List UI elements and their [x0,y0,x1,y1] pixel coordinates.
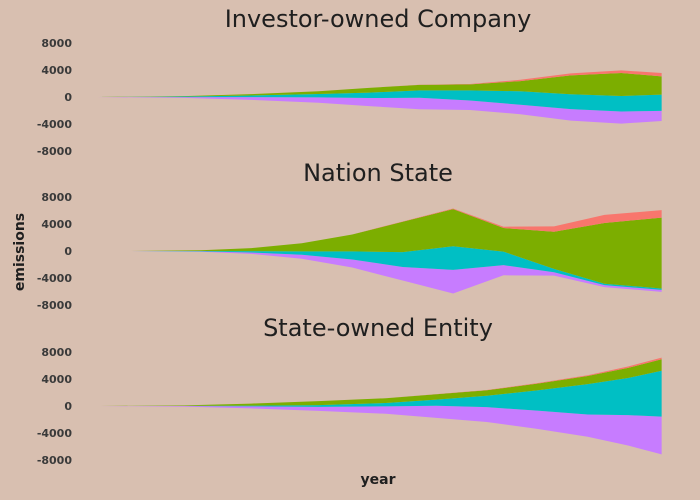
stream-series-3 [100,359,662,406]
stream-series-2 [130,246,662,290]
y-tick-label: -4000 [37,272,73,285]
panel-2: Nation State 8000 4000 0 -4000 -8000 [37,159,662,312]
stream-series-4 [100,357,662,406]
stream-series-4 [96,70,662,97]
panel-title: State-owned Entity [263,314,493,342]
stream-series-1 [100,405,662,455]
y-tick-label: 8000 [41,37,72,50]
y-tick-label: 0 [64,245,72,258]
y-tick-label: 8000 [41,346,72,359]
panel-title: Nation State [303,159,453,187]
panel-title: Investor-owned Company [225,5,532,33]
y-tick-label: 4000 [41,373,72,386]
stream-series-3 [96,73,662,97]
y-tick-label: 4000 [41,218,72,231]
stream-series-2 [96,90,662,112]
y-tick-label: -4000 [37,118,73,131]
panel-1: Investor-owned Company 8000 4000 0 -4000 -800… [37,5,662,158]
stream-series-1 [96,97,662,124]
panels: Investor-owned Company 8000 4000 0 -4000 -800… [37,5,662,467]
stream-series-2 [100,370,662,417]
stream-series-1 [130,251,662,294]
y-tick-label: 0 [64,91,72,104]
y-axis-title: emissions [12,213,28,291]
y-tick-label: -8000 [37,299,73,312]
stream-series-4 [130,208,662,251]
stream-series-3 [130,209,662,289]
x-axis-title: year [361,472,396,488]
y-tick-label: 4000 [41,64,72,77]
y-tick-label: -8000 [37,454,73,467]
y-tick-label: -8000 [37,145,73,158]
y-tick-label: 0 [64,400,72,413]
y-tick-label: -4000 [37,427,73,440]
y-tick-label: 8000 [41,191,72,204]
panel-3: State-owned Entity 8000 4000 0 -4000 -8000 [37,314,662,467]
